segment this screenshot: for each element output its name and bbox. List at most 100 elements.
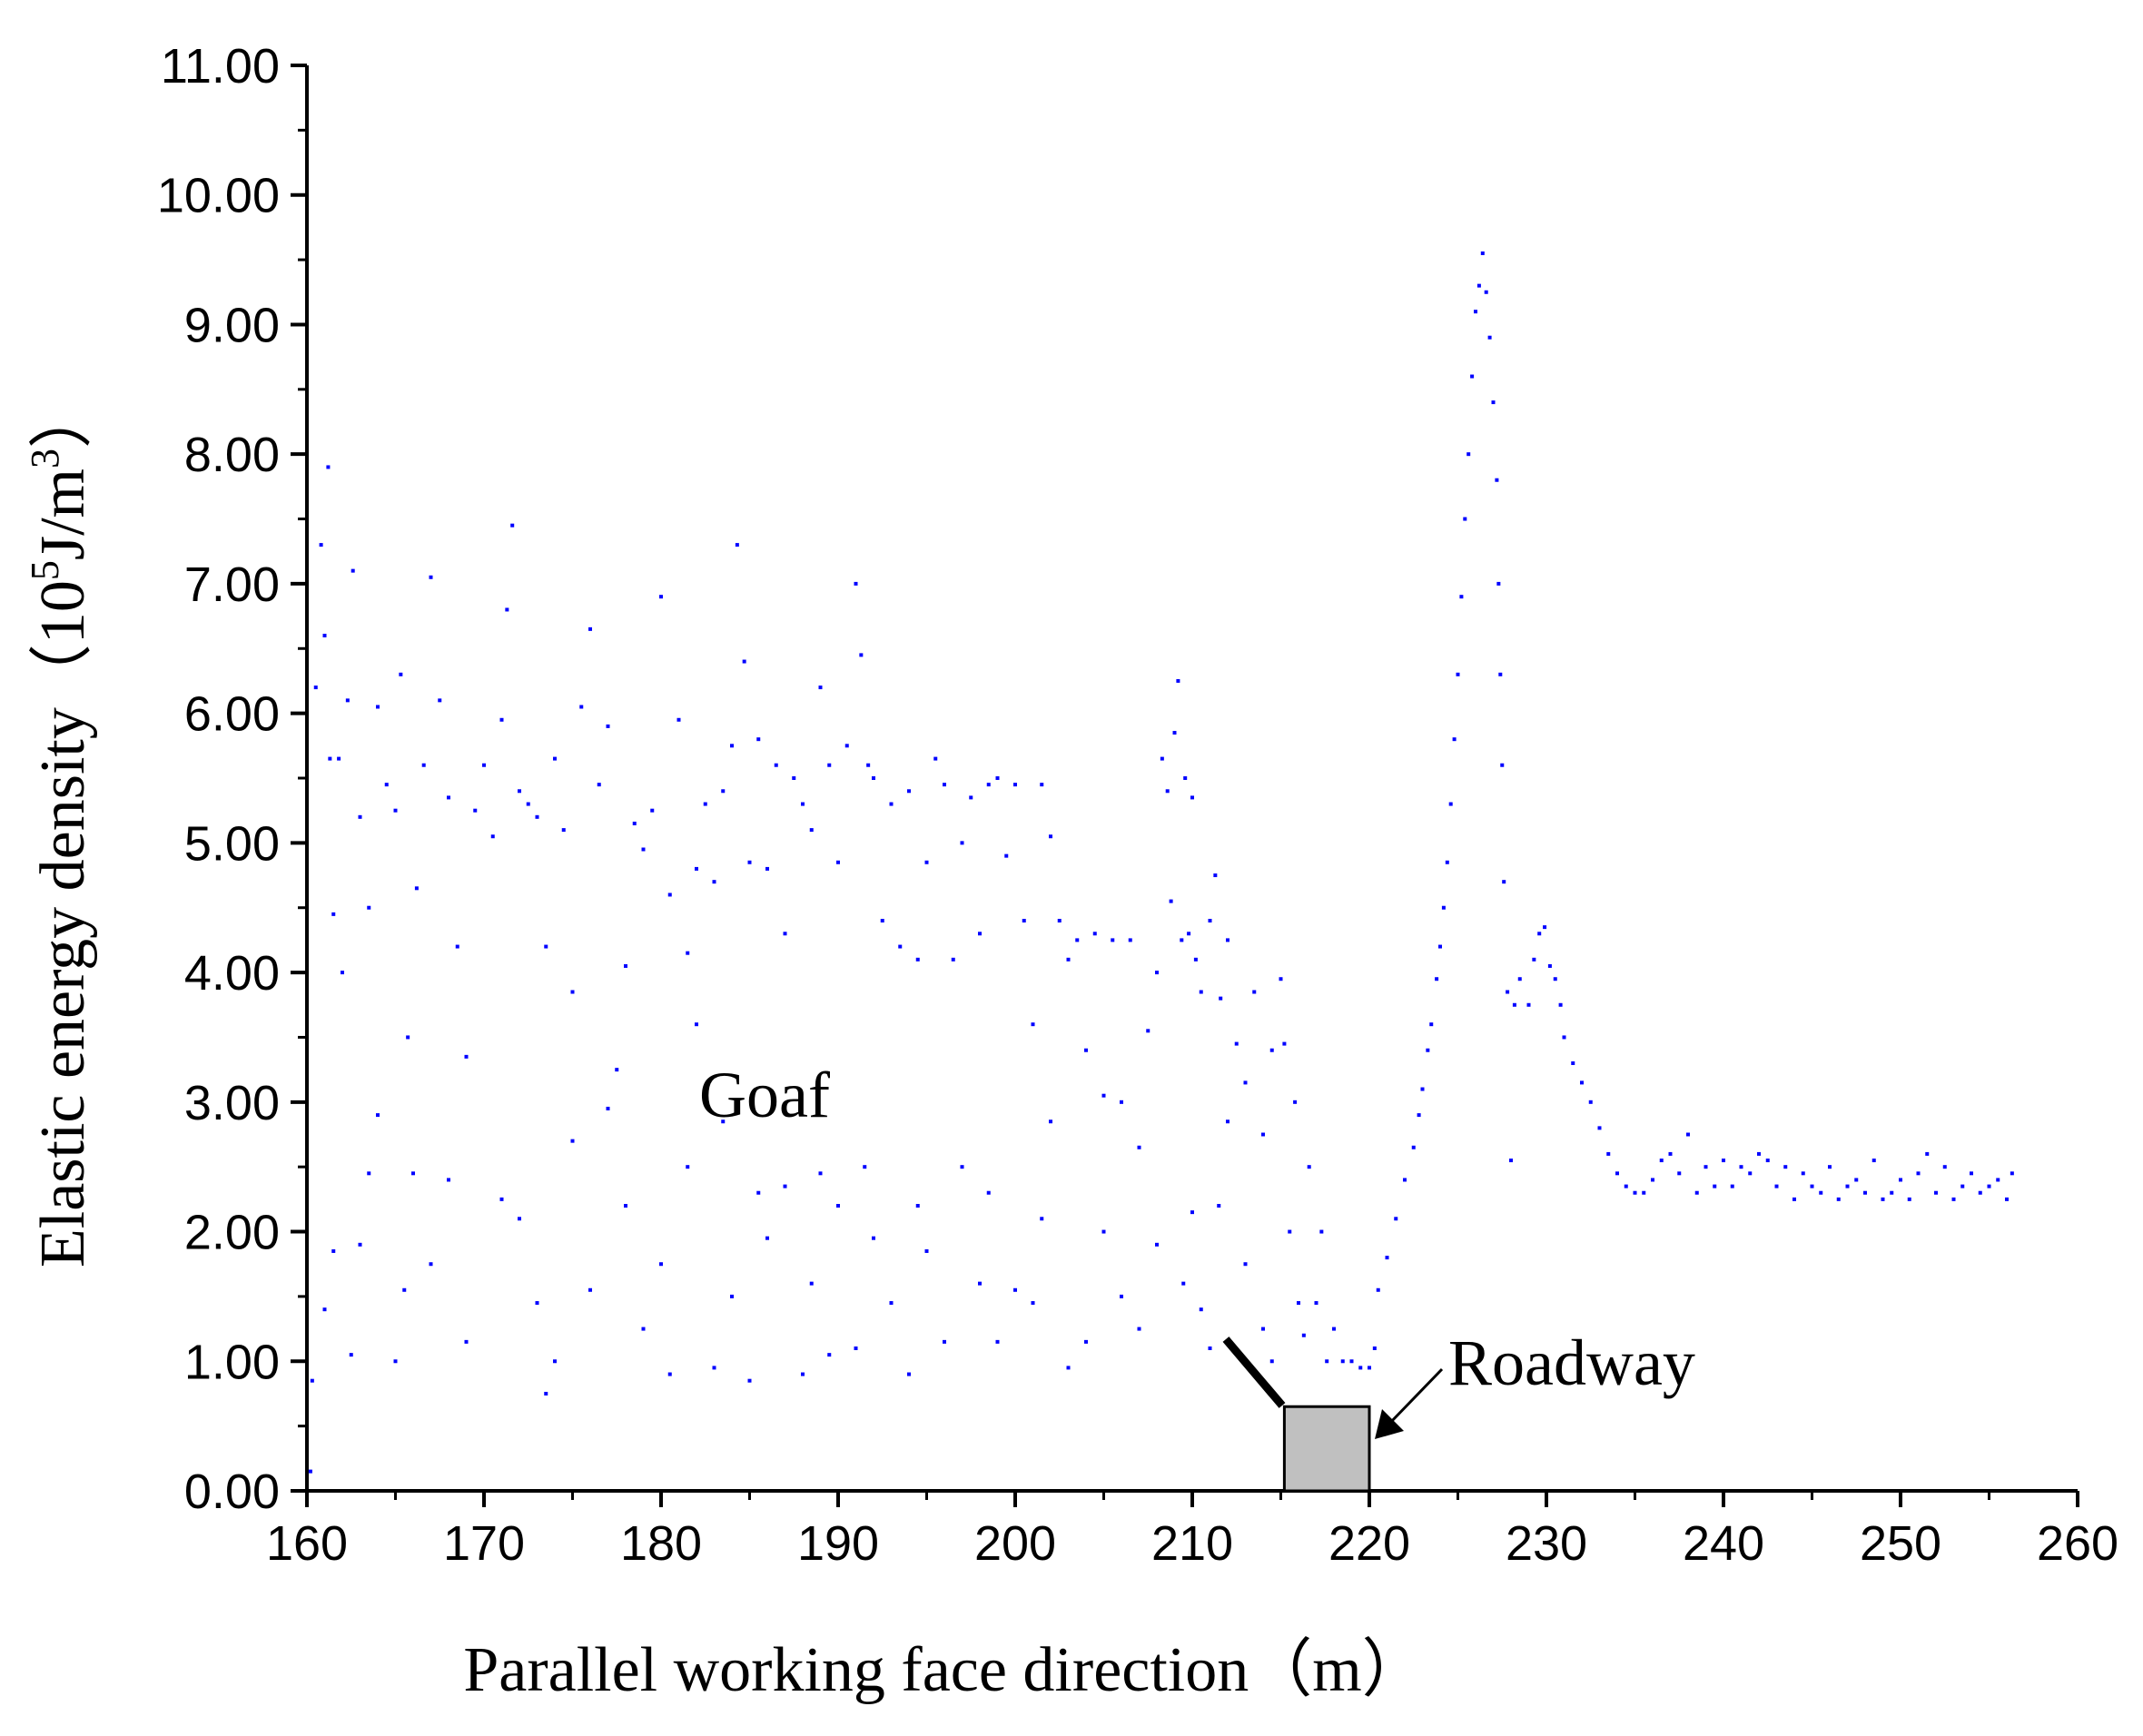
data-point [1066,1366,1071,1370]
data-point [2005,1197,2009,1201]
data-point [1187,932,1191,936]
data-point [1128,938,1132,942]
data-point [1871,1159,1876,1163]
data-point [1319,1229,1324,1234]
data-point [1013,1287,1017,1292]
data-point [499,1197,504,1201]
data-point [1169,899,1173,903]
data-point [1111,938,1115,942]
data-point [1208,919,1212,922]
data-point [624,963,627,968]
data-point [1713,1184,1717,1189]
data-point [943,1339,946,1344]
data-point [1190,795,1194,800]
data-point [978,932,982,936]
data-point [809,828,814,833]
roadway-label: Roadway [1448,1327,1695,1399]
data-point [1217,1204,1221,1208]
data-point [1495,478,1499,482]
data-point [421,763,426,767]
data-point [1506,990,1510,994]
data-point [1435,977,1439,981]
data-point [351,568,355,573]
data-point [667,893,672,897]
y-axis-title-sup3: 3 [23,449,67,469]
data-point [1394,1217,1398,1221]
data-point [1553,977,1557,981]
data-point [1176,678,1180,683]
data-point [978,1281,982,1286]
data-point [1537,932,1542,936]
y-tick-label: 4.00 [184,946,280,1001]
data-point [632,821,637,825]
data-point [1376,1287,1380,1292]
data-point [1863,1190,1867,1195]
data-point [1704,1165,1708,1169]
data-point [1307,1165,1311,1169]
data-point [553,1359,557,1364]
data-point [1480,251,1485,255]
data-point [1372,1346,1377,1350]
data-point [1279,977,1283,981]
data-point [1978,1190,1982,1195]
data-point [836,860,840,864]
data-point [1588,1100,1593,1104]
data-point [695,866,698,871]
data-point [376,1113,380,1118]
roadway-arrow-head [1375,1409,1404,1439]
data-point [1429,1022,1434,1027]
data-point [518,1217,521,1221]
x-tick-label: 250 [1860,1516,1941,1571]
data-point [924,860,929,864]
data-point [615,1068,619,1072]
data-point [414,886,419,891]
data-point [1498,672,1503,676]
data-point [570,990,575,994]
data-point [588,1287,592,1292]
data-point [1385,1256,1389,1260]
data-point [951,957,955,962]
data-point [986,1190,991,1195]
data-point [1160,756,1164,761]
data-point [328,756,332,761]
data-point [579,705,584,709]
data-point [1165,789,1170,794]
data-point [1783,1165,1788,1169]
data-point [1996,1178,2000,1182]
data-point [783,932,787,936]
data-point [1411,1145,1416,1149]
data-point [854,1346,858,1350]
data-point [1180,938,1184,942]
x-tick-label: 240 [1683,1516,1764,1571]
data-point [1040,783,1044,787]
data-point [526,802,530,806]
data-point [1934,1190,1938,1195]
data-point [995,1339,1000,1344]
data-point [960,1165,964,1169]
data-point [490,834,495,839]
data-point [1120,1294,1123,1298]
data-points [308,251,2014,1474]
data-point [1252,990,1257,994]
data-point [1325,1359,1329,1364]
y-tick-label: 5.00 [184,816,280,871]
data-point [898,944,903,949]
data-point [1120,1100,1123,1104]
data-point [866,763,871,767]
axes: 160 170 180 190 200 210 220 230 240 250 260 0.00 1.0… [157,39,2118,1571]
data-point [1183,776,1188,780]
data-point [1836,1197,1841,1201]
data-point [801,1372,805,1376]
data-point [676,717,681,722]
data-point [535,1301,539,1306]
data-point [1739,1165,1743,1169]
data-point [1951,1197,1956,1201]
data-point [1456,672,1460,676]
data-point [518,789,521,794]
data-point [1066,957,1071,962]
data-point [1448,802,1453,806]
data-point [1642,1190,1646,1195]
annotations: Goaf Roadway [699,1059,1695,1399]
data-point [1219,996,1223,1001]
